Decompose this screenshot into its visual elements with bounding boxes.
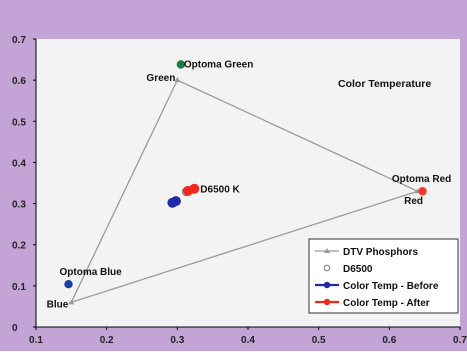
label-red-vertex: Red (404, 196, 423, 207)
y-tick-label: 0.3 (12, 200, 26, 211)
legend-swatch-marker (323, 264, 331, 272)
y-tick-label: 0.5 (12, 117, 26, 128)
optoma-marker (64, 280, 73, 289)
y-tick-label: 0.6 (12, 76, 26, 87)
label-optoma-green: Optoma Green (184, 60, 253, 71)
y-tick-label: 0.1 (12, 282, 26, 293)
legend-swatch-marker (323, 281, 331, 289)
label-blue-vertex: Blue (47, 299, 69, 310)
chart-title: Color Temperature (338, 78, 431, 90)
y-tick-label: 0 (12, 323, 18, 334)
legend-entry-label: DTV Phosphors (343, 247, 418, 258)
dtv-phosphors-vertex (68, 299, 75, 305)
point-labels: Optoma Green Optoma Red Optoma Blue Green Re… (47, 60, 452, 311)
y-tick-label: 0.7 (12, 35, 26, 46)
y-tick-label: 0.4 (12, 158, 26, 169)
optoma-marker (176, 60, 186, 69)
label-green-vertex: Green (146, 73, 175, 84)
x-tick-label: 0.6 (382, 335, 396, 346)
x-tick-label: 0.5 (312, 335, 326, 346)
dtv-phosphors-line (70, 79, 420, 304)
y-tick-label: 0.2 (12, 241, 26, 252)
label-d6500k: D6500 K (200, 185, 240, 196)
dtv-phosphors-vertex (174, 77, 181, 83)
label-optoma-blue: Optoma Blue (60, 267, 123, 278)
x-tick-label: 0.7 (453, 335, 467, 346)
tick-labels: 0 0.1 0.2 0.3 0.4 0.5 0.6 0.7 0.1 0.2 0.3 0.4 0.5 0.6… (12, 35, 467, 346)
legend-entry-label: Color Temp - After (343, 298, 430, 309)
x-tick-label: 0.3 (170, 335, 184, 346)
label-optoma-red: Optoma Red (392, 174, 451, 185)
legend-swatch-marker (324, 248, 330, 253)
color-temp-before-point (170, 196, 181, 207)
legend-entry-label: Color Temp - Before (343, 281, 439, 292)
optoma-marker (418, 187, 427, 196)
data-points (64, 60, 427, 289)
legend: DTV Phosphors D6500 Color Temp - Before Col… (308, 238, 459, 314)
legend-entry-label: D6500 (343, 264, 373, 275)
dtv-phosphors-triangle (68, 77, 421, 305)
x-tick-label: 0.1 (29, 335, 43, 346)
legend-swatch-marker (323, 298, 331, 306)
x-tick-label: 0.4 (241, 335, 255, 346)
color-temp-after-point (189, 183, 200, 194)
x-tick-label: 0.2 (100, 335, 114, 346)
